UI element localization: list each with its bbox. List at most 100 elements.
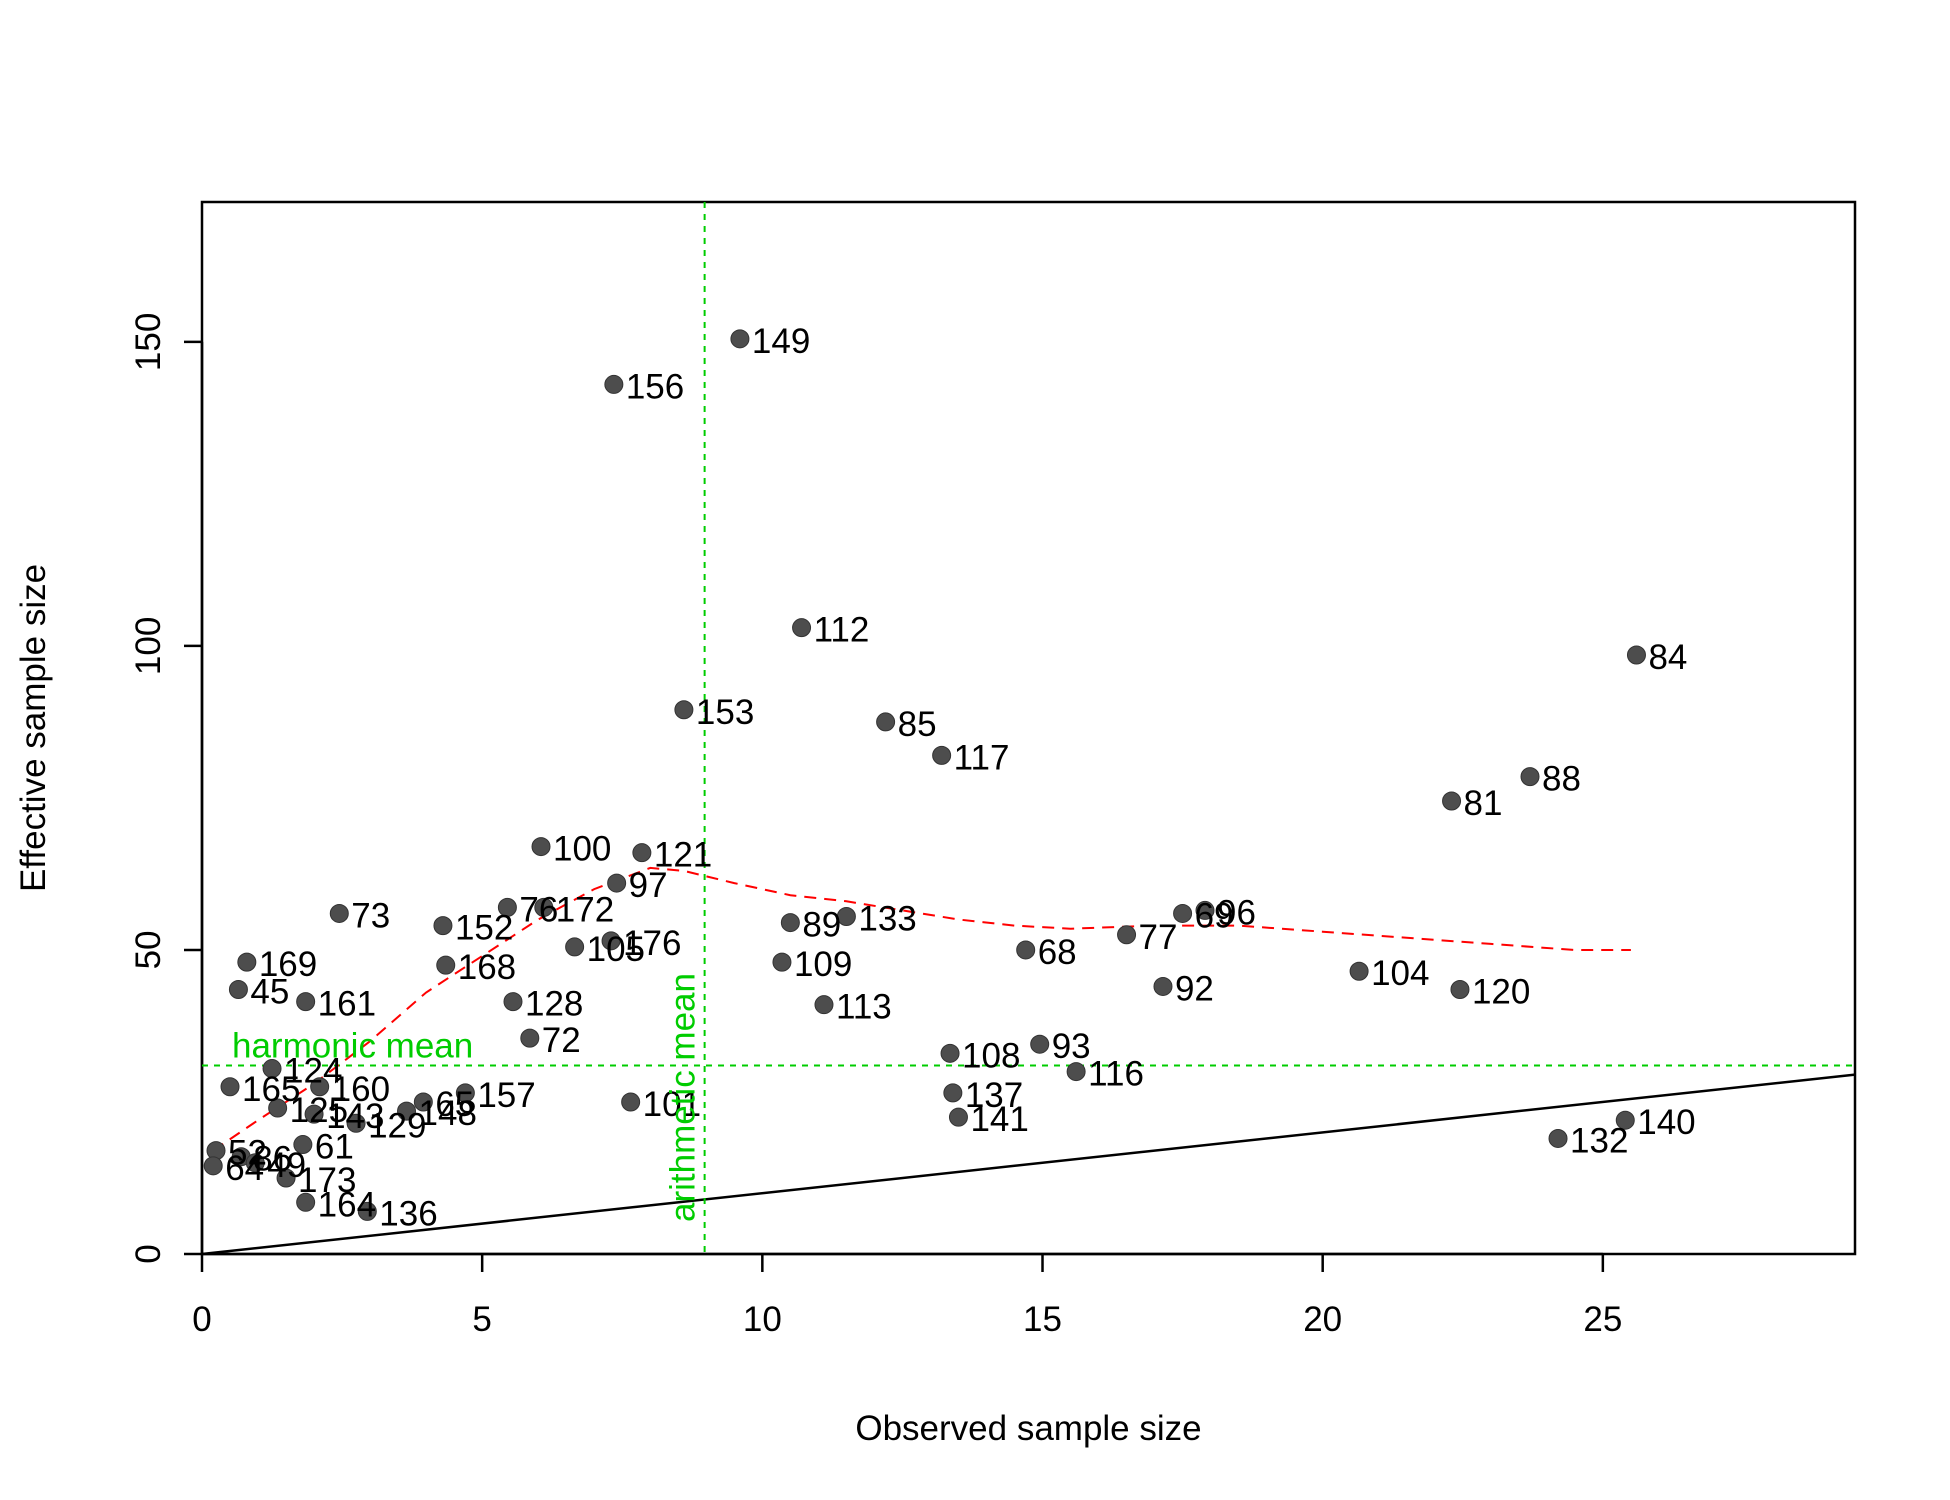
data-point <box>1520 767 1540 787</box>
axes: 0 5 10 15 20 25 0 50 100 150 <box>129 200 1857 1339</box>
data-point <box>310 1077 330 1097</box>
point-label: 141 <box>970 1100 1028 1139</box>
point-label: 45 <box>250 972 289 1011</box>
point-label: 128 <box>525 985 583 1024</box>
y-axis-label: Effective sample size <box>14 564 53 892</box>
data-point <box>1442 791 1462 811</box>
data-point <box>228 979 248 999</box>
point-label: 137 <box>965 1076 1023 1115</box>
point-label: 124 <box>284 1052 342 1091</box>
data-point <box>531 837 551 857</box>
point-label: 160 <box>332 1070 390 1109</box>
point-label: 169 <box>259 945 317 984</box>
point-label: 132 <box>1570 1121 1628 1160</box>
point-label: 93 <box>1052 1027 1091 1066</box>
point-label: 101 <box>643 1085 701 1124</box>
data-point <box>674 700 694 720</box>
data-point <box>814 995 834 1015</box>
identity-line <box>201 1073 1856 1256</box>
y-tick-label: 0 <box>129 1244 168 1263</box>
data-point <box>357 1201 377 1221</box>
x-tick-label: 25 <box>1583 1300 1622 1339</box>
data-point <box>1349 961 1369 981</box>
data-point <box>497 897 517 917</box>
data-point <box>346 1113 366 1133</box>
data-point <box>836 907 856 927</box>
data-point <box>1016 940 1036 960</box>
point-label: 129 <box>368 1106 426 1145</box>
point-label: 64 <box>225 1149 264 1188</box>
y-tick-label: 150 <box>129 313 168 371</box>
data-point <box>607 873 627 893</box>
point-label: 109 <box>794 945 852 984</box>
data-point <box>948 1107 968 1127</box>
point-label: 77 <box>1139 918 1178 957</box>
data-point <box>220 1077 240 1097</box>
data-point <box>780 913 800 933</box>
point-label: 172 <box>556 890 614 929</box>
data-point <box>1117 925 1137 945</box>
data-point <box>296 1192 316 1212</box>
point-label: 96 <box>1217 893 1256 932</box>
point-label: 143 <box>326 1097 384 1136</box>
point-label: 73 <box>351 896 390 935</box>
data-point <box>792 618 812 638</box>
point-label: 49 <box>267 1146 306 1185</box>
data-point <box>565 937 585 957</box>
point-label: 152 <box>455 909 513 948</box>
data-point <box>413 1092 433 1112</box>
x-tick-label: 5 <box>472 1300 491 1339</box>
point-label: 136 <box>379 1194 437 1233</box>
data-point <box>455 1083 475 1103</box>
point-label: 104 <box>1371 954 1429 993</box>
point-label: 68 <box>1038 933 1077 972</box>
point-label: 148 <box>419 1094 477 1133</box>
point-label: 69 <box>1195 896 1234 935</box>
data-point <box>276 1168 296 1188</box>
point-label: 100 <box>553 830 611 869</box>
data-point <box>940 1043 960 1063</box>
point-label: 72 <box>542 1021 581 1060</box>
data-point <box>932 745 952 765</box>
x-axis-label: Observed sample size <box>855 1409 1201 1448</box>
data-point <box>304 1104 324 1124</box>
data-point <box>237 952 257 972</box>
point-label: 108 <box>962 1036 1020 1075</box>
y-tick-label: 100 <box>129 617 168 675</box>
point-label: 153 <box>696 693 754 732</box>
harmonic-mean-label: harmonic mean <box>232 1026 473 1065</box>
data-point <box>520 1028 540 1048</box>
point-label: 92 <box>1175 969 1214 1008</box>
point-label: 88 <box>1542 760 1581 799</box>
data-point <box>262 1059 282 1079</box>
data-point <box>1615 1110 1635 1130</box>
point-label: 116 <box>1088 1055 1144 1094</box>
point-label: 165 <box>242 1070 300 1109</box>
point-label: 105 <box>587 930 645 969</box>
data-point <box>245 1153 265 1173</box>
data-point <box>604 374 624 394</box>
reference-lines <box>201 202 1856 1256</box>
x-tick-label: 15 <box>1023 1300 1062 1339</box>
point-label: 113 <box>836 988 892 1027</box>
data-point <box>203 1156 223 1176</box>
data-point <box>436 955 456 975</box>
y-tick-label: 50 <box>129 930 168 969</box>
point-label: 133 <box>858 900 916 939</box>
point-label: 121 <box>654 836 712 875</box>
data-point <box>876 712 896 732</box>
point-label: 117 <box>954 738 1010 777</box>
point-label: 120 <box>1472 972 1530 1011</box>
point-label: 157 <box>477 1076 535 1115</box>
x-tick-label: 10 <box>743 1300 782 1339</box>
point-label: 161 <box>318 985 376 1024</box>
data-point <box>1066 1062 1086 1082</box>
point-label: 86 <box>253 1140 292 1179</box>
data-point <box>621 1092 641 1112</box>
data-point <box>268 1098 288 1118</box>
point-label: 65 <box>435 1085 474 1124</box>
point-label: 173 <box>298 1161 356 1200</box>
data-point <box>503 992 523 1012</box>
